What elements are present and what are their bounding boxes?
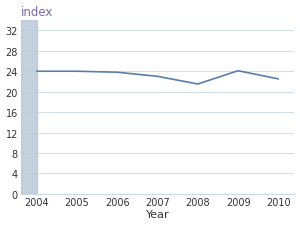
Bar bbox=[21, 21, 37, 194]
X-axis label: Year: Year bbox=[146, 209, 169, 219]
Text: index: index bbox=[21, 6, 53, 18]
